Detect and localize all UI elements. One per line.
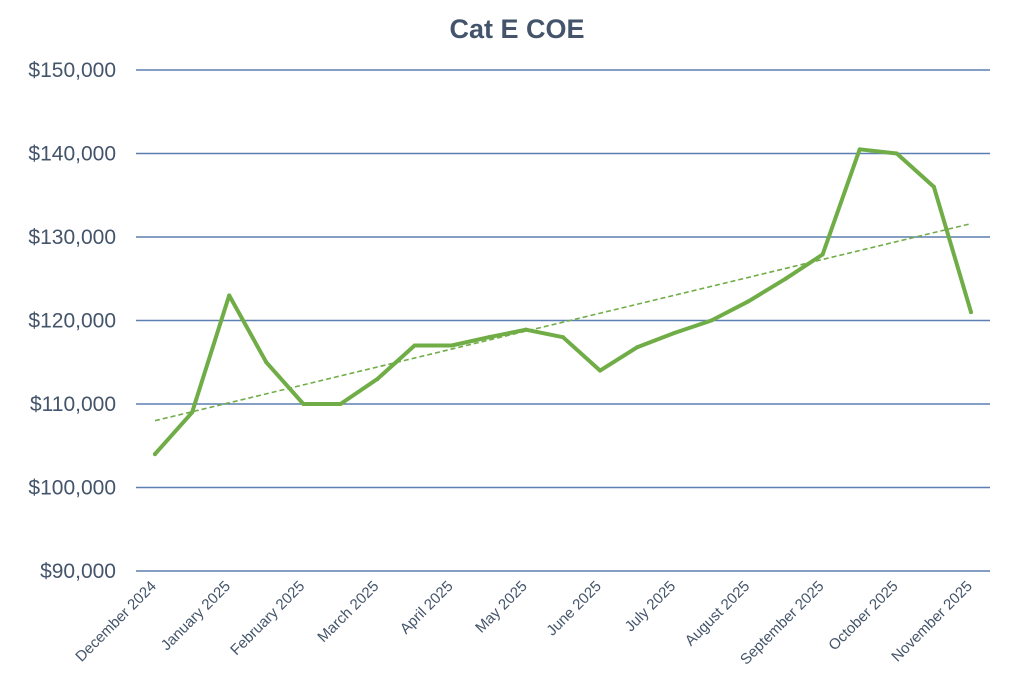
data-point [190, 410, 195, 415]
y-tick-label: $150,000 [28, 59, 116, 82]
data-point [635, 345, 640, 350]
data-point [931, 184, 936, 189]
data-point [227, 293, 232, 298]
data-point [449, 343, 454, 348]
x-tick-label: June 2025 [543, 578, 605, 640]
data-point [969, 310, 973, 315]
x-tick-label: July 2025 [622, 578, 679, 635]
data-point [338, 402, 343, 406]
x-tick-label: May 2025 [472, 578, 531, 637]
data-point [783, 276, 788, 281]
data-point [746, 299, 751, 304]
y-tick-label: $110,000 [30, 393, 116, 416]
data-point [709, 318, 714, 323]
x-tick-label: February 2025 [227, 578, 308, 659]
y-tick-label: $140,000 [28, 143, 116, 166]
series-line [153, 147, 973, 457]
data-point [375, 376, 380, 381]
grid-layer [136, 69, 990, 572]
x-tick-label: November 2025 [888, 578, 975, 665]
series-layer [153, 147, 973, 457]
x-tick-label: January 2025 [158, 578, 234, 654]
data-point [561, 335, 565, 340]
data-point [894, 151, 899, 156]
data-point [598, 368, 603, 373]
data-point [301, 402, 306, 406]
x-tick-label: April 2025 [397, 578, 457, 638]
y-tick-label: $130,000 [28, 226, 116, 249]
data-point [153, 452, 157, 457]
y-tick-label: $90,000 [40, 560, 116, 583]
x-tick-label: March 2025 [314, 578, 382, 646]
data-point [820, 252, 825, 257]
x-tick-label: December 2024 [72, 578, 159, 665]
chart-title: Cat E COE [449, 14, 584, 44]
y-tick-label: $100,000 [28, 477, 116, 500]
x-tick-label: October 2025 [825, 578, 901, 654]
data-point [523, 327, 528, 332]
y-tick-label: $120,000 [28, 310, 116, 333]
data-point [857, 147, 862, 152]
data-point [486, 335, 491, 340]
data-point [672, 331, 677, 336]
trendline [154, 222, 972, 422]
data-point [412, 343, 417, 348]
x-tick-label: August 2025 [682, 578, 754, 650]
trendline-layer [154, 222, 972, 422]
y-axis-tick-labels: $90,000 $100,000 $110,000 $120,000 $130,000 $… [28, 59, 116, 583]
data-point [264, 360, 269, 365]
